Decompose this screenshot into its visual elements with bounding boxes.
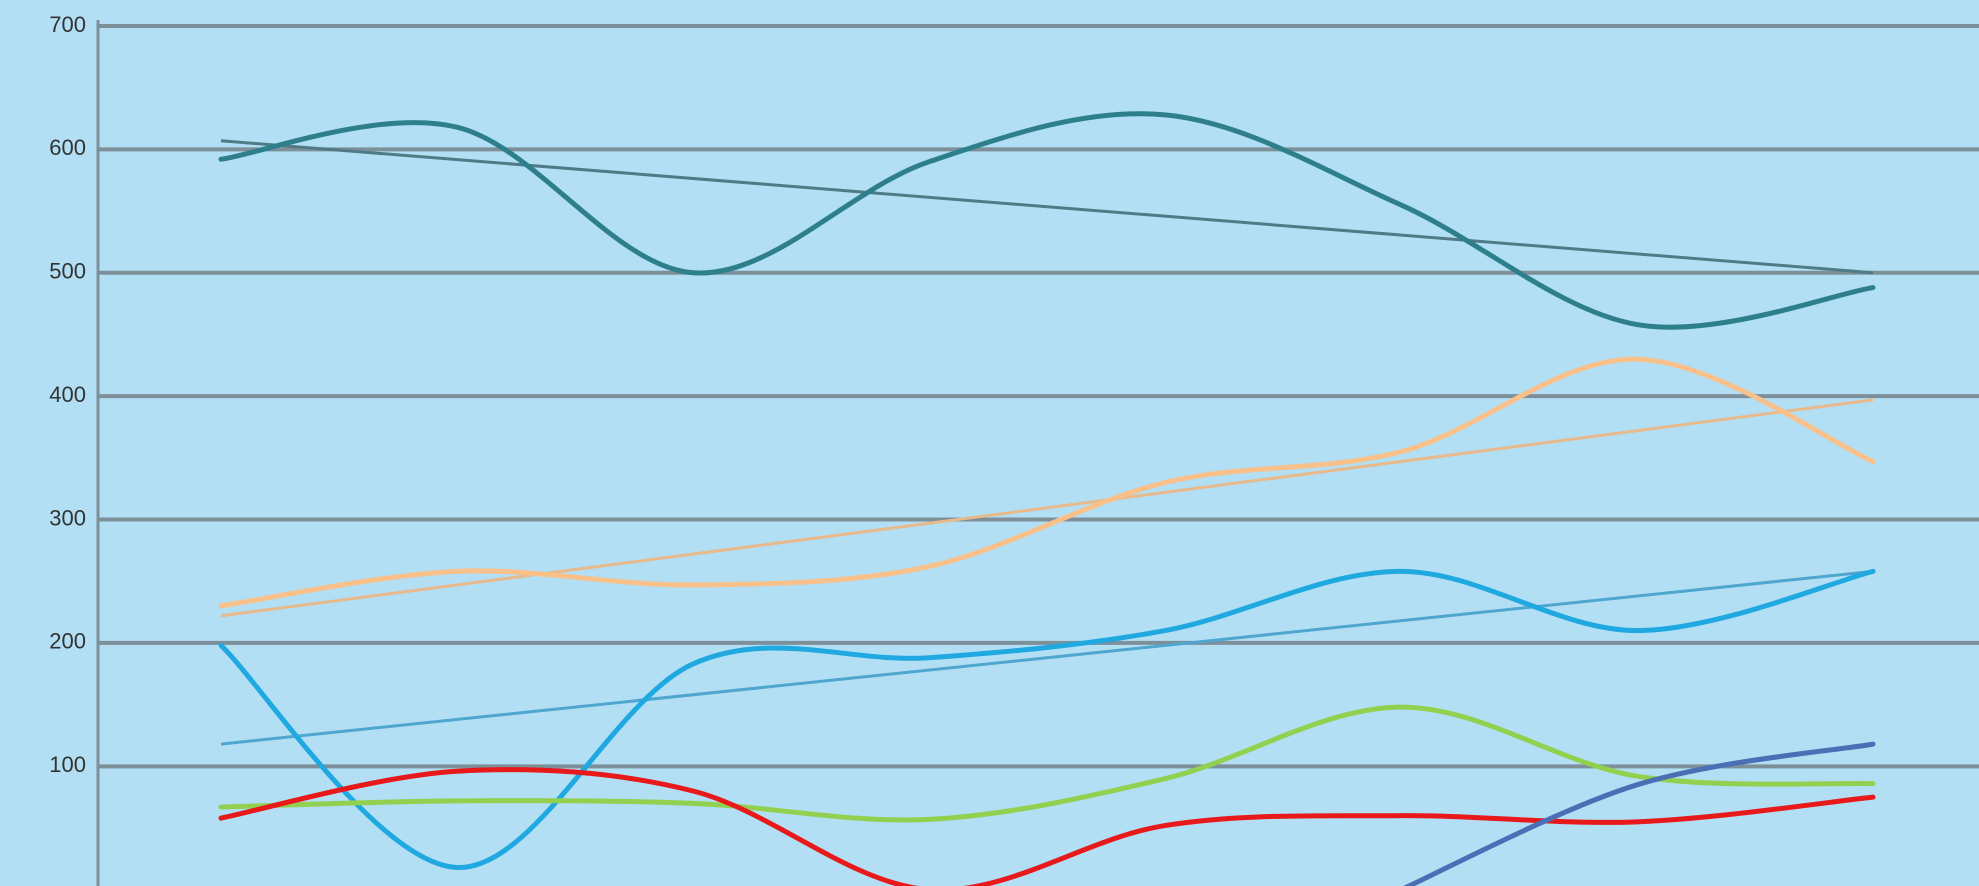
plot-area [218,111,1876,886]
series-line [218,704,1876,823]
y-tick-label: 600 [49,135,86,160]
trend-line [220,569,1874,746]
series-line [218,767,1876,886]
series-line [218,111,1876,330]
series-line [1403,741,1876,886]
y-tick-label: 100 [49,752,86,777]
grid: 100 200 300 400 500 600 700 [49,12,1979,777]
trend-line [220,398,1874,618]
y-tick-label: 500 [49,259,86,284]
y-tick-label: 400 [49,382,86,407]
series-line [218,568,1876,870]
y-tick-label: 200 [49,629,86,654]
y-tick-label: 300 [49,505,86,530]
trend-line [220,139,1874,275]
y-tick-label: 700 [49,12,86,37]
series-line [218,356,1876,609]
